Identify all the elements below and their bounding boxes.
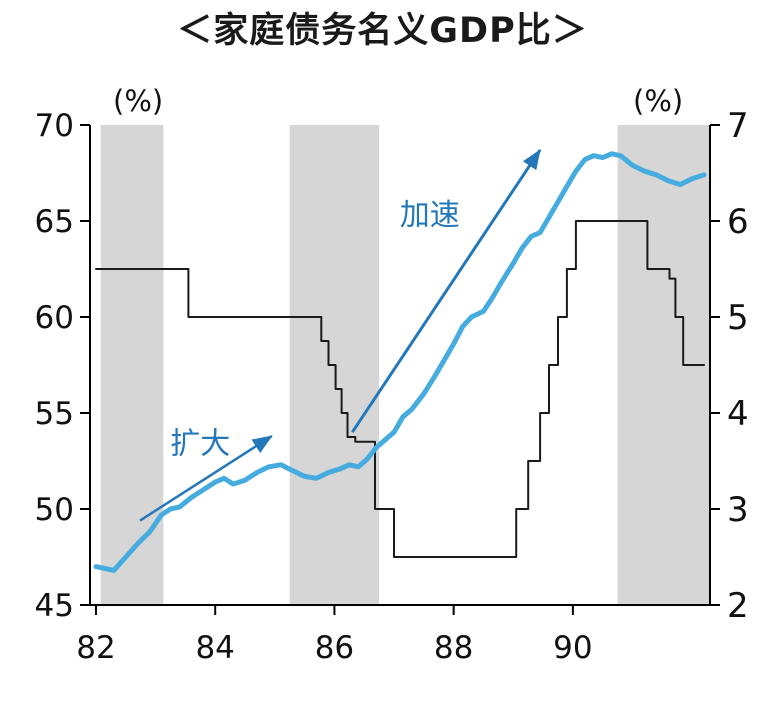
annotation-arrow xyxy=(139,434,273,522)
x-axis-tick-label: 82 xyxy=(76,630,115,666)
chart-title: ＜家庭债务名义GDP比＞ xyxy=(177,11,588,51)
annotation-arrow xyxy=(351,149,542,434)
left-axis-tick-label: 55 xyxy=(35,396,74,432)
left-axis-tick-label: 45 xyxy=(35,588,74,624)
right-axis-unit-label: (%) xyxy=(633,84,684,118)
left-axis-tick-label: 50 xyxy=(35,492,74,528)
left-axis-tick-label: 60 xyxy=(35,300,74,336)
blue-debt-ratio-line xyxy=(93,151,707,573)
left-axis-unit-label: (%) xyxy=(113,84,164,118)
black-step-line xyxy=(95,220,705,558)
annotation-label: 扩大 xyxy=(170,427,230,462)
right-axis-tick-label: 3 xyxy=(727,490,749,530)
x-axis-tick-label: 86 xyxy=(315,630,354,666)
right-axis-tick-label: 6 xyxy=(727,202,749,242)
left-axis-tick-label: 70 xyxy=(35,108,74,144)
right-axis-tick-label: 5 xyxy=(727,298,749,338)
right-axis-tick-label: 7 xyxy=(727,106,749,146)
right-axis-tick-label: 4 xyxy=(727,394,749,434)
x-axis-tick-label: 88 xyxy=(434,630,473,666)
right-axis-tick-label: 2 xyxy=(727,586,749,626)
x-axis-tick-label: 90 xyxy=(553,630,592,666)
axes xyxy=(80,124,720,615)
recession-bands xyxy=(100,125,710,605)
x-axis-tick-label: 84 xyxy=(195,630,234,666)
left-axis-tick-label: 65 xyxy=(35,204,74,240)
recession-band xyxy=(100,125,164,605)
annotation-label: 加速 xyxy=(400,198,460,233)
